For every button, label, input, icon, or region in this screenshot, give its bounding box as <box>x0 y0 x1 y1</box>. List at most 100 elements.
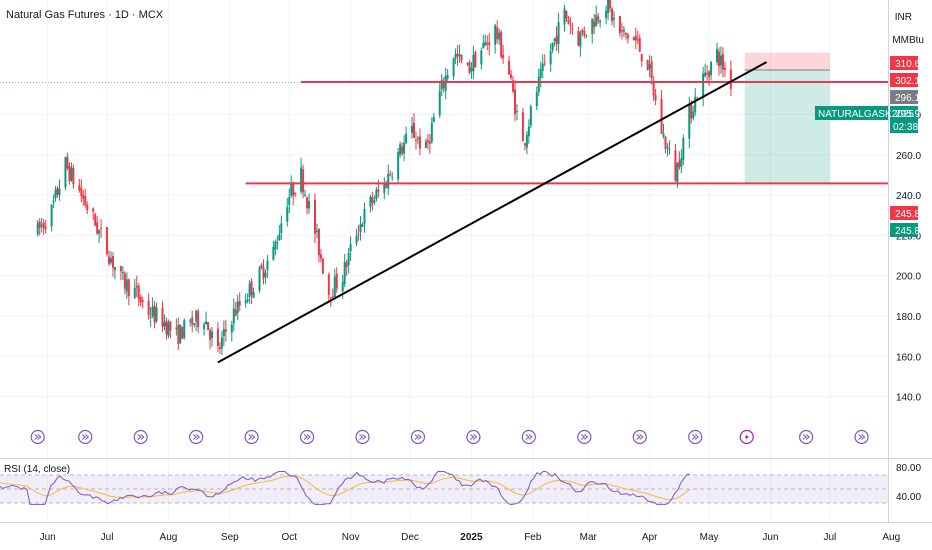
candle-body <box>618 15 621 34</box>
candle-body <box>650 61 653 79</box>
candle-body <box>418 136 421 149</box>
candle-body <box>500 31 503 57</box>
arrow-glyph <box>34 434 42 440</box>
event-arrow-icon <box>30 429 45 445</box>
candle-body <box>355 235 358 243</box>
candle-body <box>341 282 344 292</box>
candle-body <box>58 188 61 196</box>
event-arrow-icon <box>521 429 536 445</box>
candle-body <box>654 95 657 101</box>
candle-body <box>163 322 166 327</box>
candle-body <box>426 140 429 143</box>
candle-body <box>110 258 112 263</box>
candle-body <box>153 305 156 323</box>
candle-body <box>211 331 213 339</box>
candle-body <box>290 183 293 196</box>
trendline <box>217 61 767 364</box>
candle-body <box>333 276 336 297</box>
candle-body <box>244 300 247 304</box>
candle-body <box>710 61 713 76</box>
candle-body <box>480 50 483 65</box>
candle-body <box>484 41 487 46</box>
candle-body <box>729 69 732 89</box>
candle-body <box>702 73 705 98</box>
candle-body <box>468 62 471 73</box>
candle-body <box>224 329 227 332</box>
time-tick-label: 2025 <box>460 532 483 543</box>
event-arrow-icon <box>466 429 481 445</box>
arrow-glyph <box>81 434 90 440</box>
badge-bg <box>890 223 918 237</box>
candle-body <box>682 138 685 160</box>
candle-body <box>565 11 568 19</box>
candle-body <box>250 281 253 295</box>
candle-body <box>446 75 449 79</box>
candle-body <box>389 174 392 176</box>
price-tick-label: 140.0 <box>896 393 921 404</box>
candle-body <box>50 205 53 227</box>
candle-body <box>585 34 588 37</box>
candle-body <box>363 208 366 225</box>
candle-body <box>399 144 402 155</box>
candle-body <box>329 297 332 299</box>
event-lightning-icon <box>739 429 754 445</box>
badge-text: 310.6 <box>895 59 920 70</box>
candle-body <box>640 54 643 61</box>
candle-body <box>317 228 320 256</box>
candle-body <box>369 196 372 207</box>
candle-body <box>232 308 235 324</box>
candle-body <box>327 274 330 295</box>
last-price-badge: 295.9 <box>890 106 920 120</box>
rsi-ma-line <box>0 475 691 501</box>
candle-body <box>466 63 469 65</box>
time-tick-label: Jun <box>40 532 56 543</box>
candle-body <box>135 285 138 288</box>
time-tick-label: Aug <box>160 532 178 543</box>
candle-body <box>599 20 602 23</box>
candle-body <box>66 156 69 169</box>
candle-body <box>719 55 722 66</box>
arrow-glyph <box>691 434 700 440</box>
candle-body <box>149 316 152 318</box>
candle-body <box>591 18 594 35</box>
event-arrow-icon <box>355 429 370 445</box>
candle-body <box>147 300 150 316</box>
badge-text: 302.1 <box>895 76 920 87</box>
candle-body <box>405 133 408 143</box>
badge-bg <box>890 90 918 104</box>
candle-body <box>359 223 362 233</box>
candle-body <box>385 182 388 188</box>
candle-body <box>357 233 360 235</box>
candle-body <box>413 123 415 138</box>
candle-body <box>577 30 580 46</box>
candle-body <box>54 189 57 199</box>
candle-body <box>440 79 443 90</box>
candle-body <box>349 244 352 252</box>
candle-body <box>193 323 196 326</box>
candle-body <box>220 337 223 349</box>
candle-body <box>44 226 47 229</box>
arrow-glyph <box>470 434 478 440</box>
candle-body <box>260 264 263 269</box>
stop-price-badge: 296.1 <box>890 90 920 104</box>
candle-body <box>553 38 556 41</box>
candle-body <box>609 0 612 9</box>
candle-body <box>319 254 322 259</box>
candle-body <box>529 106 532 126</box>
arrow-glyph <box>248 434 256 440</box>
candle-body <box>438 91 441 115</box>
candle-body <box>567 19 570 25</box>
candle-body <box>648 64 651 69</box>
candle-body <box>258 267 261 291</box>
badge-text: 295.9 <box>895 109 920 120</box>
candle-body <box>216 328 219 347</box>
candle-body <box>121 271 124 274</box>
candle-body <box>331 296 334 298</box>
candle-body <box>690 102 693 119</box>
chart-title: Natural Gas Futures · 1D · MCX <box>6 9 164 21</box>
take-profit-zone <box>744 69 830 184</box>
unit-label: MMBtu <box>892 35 924 46</box>
candle-body <box>383 182 386 193</box>
